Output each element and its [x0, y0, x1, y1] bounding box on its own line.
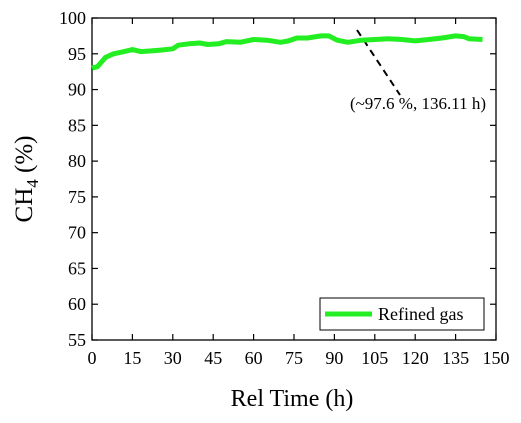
y-tick-label: 55	[68, 330, 86, 350]
y-label-subscript: 4	[23, 179, 42, 188]
x-tick-label: 75	[285, 348, 303, 368]
x-tick-label: 60	[245, 348, 263, 368]
legend-label: Refined gas	[378, 304, 463, 324]
y-label-suffix: (%)	[11, 136, 38, 180]
y-tick-label: 85	[68, 115, 86, 135]
x-tick-label: 45	[204, 348, 222, 368]
y-axis-label: CH4 (%)	[11, 136, 42, 223]
plot-frame	[91, 17, 497, 341]
x-tick-label: 90	[325, 348, 343, 368]
x-tick-label: 135	[442, 348, 469, 368]
y-tick-label: 80	[68, 151, 86, 171]
x-tick-label: 120	[402, 348, 429, 368]
x-tick-label: 0	[88, 348, 97, 368]
data-line	[91, 33, 483, 71]
y-tick-label: 70	[68, 223, 86, 243]
x-tick-label: 105	[361, 348, 388, 368]
y-tick-label: 75	[68, 187, 86, 207]
y-label-text: CH	[11, 188, 38, 223]
x-tick-label: 15	[123, 348, 141, 368]
x-axis-label: Rel Time (h)	[231, 386, 354, 412]
y-tick-label: 95	[68, 44, 86, 64]
y-tick-label: 100	[59, 8, 86, 28]
annotation: (~97.6 %, 136.11 h)	[350, 94, 486, 113]
y-tick-label: 65	[68, 258, 86, 278]
x-tick-label: 30	[164, 348, 182, 368]
x-tick-label: 150	[483, 348, 510, 368]
y-tick-label: 60	[68, 294, 86, 314]
y-tick-label: 90	[68, 80, 86, 100]
